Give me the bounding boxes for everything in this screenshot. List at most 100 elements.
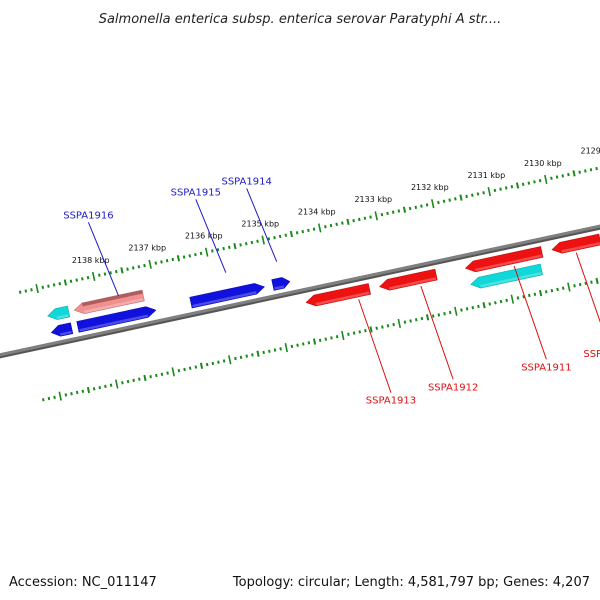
minor-tick [104,384,107,389]
minor-tick [561,286,565,290]
minor-tick [572,170,576,177]
major-tick [510,294,515,304]
gene-label-leader [195,199,227,273]
gene-highlight [83,298,144,314]
minor-tick [267,237,271,241]
major-tick [284,343,289,353]
minor-tick [595,277,599,285]
gene-features [47,233,600,337]
minor-tick [578,170,581,174]
minor-tick [504,186,508,190]
gene-arrow-sspa1910 [551,233,600,254]
minor-tick [296,343,299,347]
minor-tick [442,199,446,203]
minor-tick [460,308,463,312]
gene-arrow-sspa1912 [379,268,438,291]
minor-tick [205,362,209,367]
major-tick [341,330,345,341]
minor-tick [318,338,322,343]
minor-tick [494,301,497,305]
minor-tick [126,267,129,271]
minor-tick [386,324,390,328]
minor-tick [397,209,401,213]
minor-tick [561,174,565,178]
minor-tick [64,393,68,397]
tick-label: 2137 kbp [128,244,166,253]
gene-label-leader [575,252,600,323]
minor-tick [522,295,525,299]
major-tick [228,355,232,365]
major-tick [487,187,491,197]
minor-tick [295,231,299,235]
minor-tick [132,378,135,383]
minor-tick [364,328,367,333]
minor-tick [414,318,418,322]
gene-body [50,322,74,337]
gene-highlight [79,314,149,332]
minor-tick [573,284,576,288]
minor-tick [109,383,113,387]
minor-tick [18,290,22,294]
minor-tick [47,396,51,401]
minor-tick [533,292,537,296]
minor-tick [443,312,446,316]
gene-label-sspa1912: SSPA1912 [428,382,478,393]
minor-tick [312,338,317,345]
gene-body [189,283,265,309]
minor-tick [550,288,554,293]
minor-tick [335,335,339,339]
minor-tick [482,302,486,309]
minor-tick [86,275,90,280]
major-tick [204,247,209,257]
minor-tick [273,348,277,352]
minor-tick [409,319,412,323]
minor-tick [505,298,508,303]
gene-highlight [192,291,257,308]
minor-tick [256,350,260,357]
minor-tick [329,223,333,228]
minor-tick [448,310,452,315]
minor-tick [301,342,305,346]
tick-label: 2133 kbp [354,195,392,204]
minor-tick [567,172,570,177]
minor-tick [301,229,305,234]
tick-label: 2134 kbp [298,207,336,216]
minor-tick [194,252,197,257]
sequence-backbone [0,224,600,359]
minor-tick [375,326,378,330]
minor-tick [459,194,463,201]
minor-tick [527,181,531,185]
minor-tick [381,325,384,329]
tick-label: 2135 kbp [241,219,279,228]
major-tick [115,379,119,389]
minor-tick [516,296,520,300]
major-tick [91,271,96,282]
accession-text: Accession: NC_011147 [9,575,157,590]
major-tick [58,391,62,401]
minor-tick [527,293,531,298]
minor-tick [403,320,407,324]
minor-tick [199,362,204,369]
minor-tick [188,366,192,370]
minor-tick [52,283,56,287]
ruler-ticks: 2138 kbp 2137 kbp 2136 kbp 2135 kbp 2134 kbp… [18,147,600,402]
minor-tick [121,381,124,385]
gene-body [305,283,371,307]
gene-body [271,277,291,291]
minor-tick [137,265,141,269]
major-tick [261,235,265,245]
gene-highlight [56,314,69,320]
minor-tick [199,251,203,256]
minor-tick [465,307,469,311]
minor-tick [420,316,424,321]
minor-tick [268,349,271,353]
minor-tick [307,341,311,345]
minor-tick [408,206,412,211]
minor-tick [63,279,68,286]
gene-body [379,268,438,291]
minor-tick [510,185,514,189]
gene-highlight [274,285,285,290]
minor-tick [126,379,130,384]
minor-tick [143,374,147,382]
